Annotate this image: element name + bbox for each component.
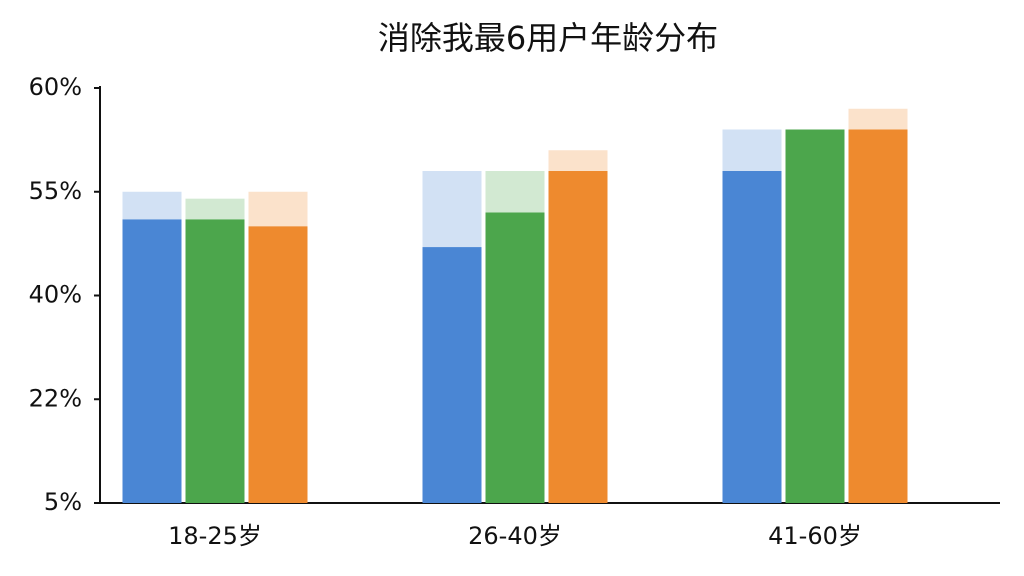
y-tick-label: 22% xyxy=(29,384,82,412)
bar xyxy=(548,171,608,503)
bar-faded xyxy=(848,108,908,130)
bar xyxy=(422,247,482,503)
bar-faded xyxy=(122,191,182,220)
x-tick-label: 26-40岁 xyxy=(468,522,562,550)
bar xyxy=(485,212,545,503)
x-tick-label: 18-25岁 xyxy=(168,522,262,550)
bar-faded xyxy=(185,198,245,220)
y-tick-label: 40% xyxy=(29,281,82,309)
bar xyxy=(722,171,782,503)
bar-faded xyxy=(422,171,482,248)
y-tick-label: 55% xyxy=(29,177,82,205)
x-tick-label: 41-60岁 xyxy=(768,522,862,550)
bar xyxy=(848,129,908,503)
bar xyxy=(122,219,182,503)
bar xyxy=(248,226,308,504)
y-tick-label: 5% xyxy=(44,488,82,516)
chart-title: 消除我最6用户年龄分布 xyxy=(378,19,718,57)
bar-faded xyxy=(248,191,308,227)
bar xyxy=(785,129,845,503)
bar-faded xyxy=(722,129,782,171)
bar-faded xyxy=(485,171,545,213)
y-tick-label: 60% xyxy=(29,73,82,101)
bar xyxy=(185,219,245,503)
bar-faded xyxy=(548,150,608,171)
